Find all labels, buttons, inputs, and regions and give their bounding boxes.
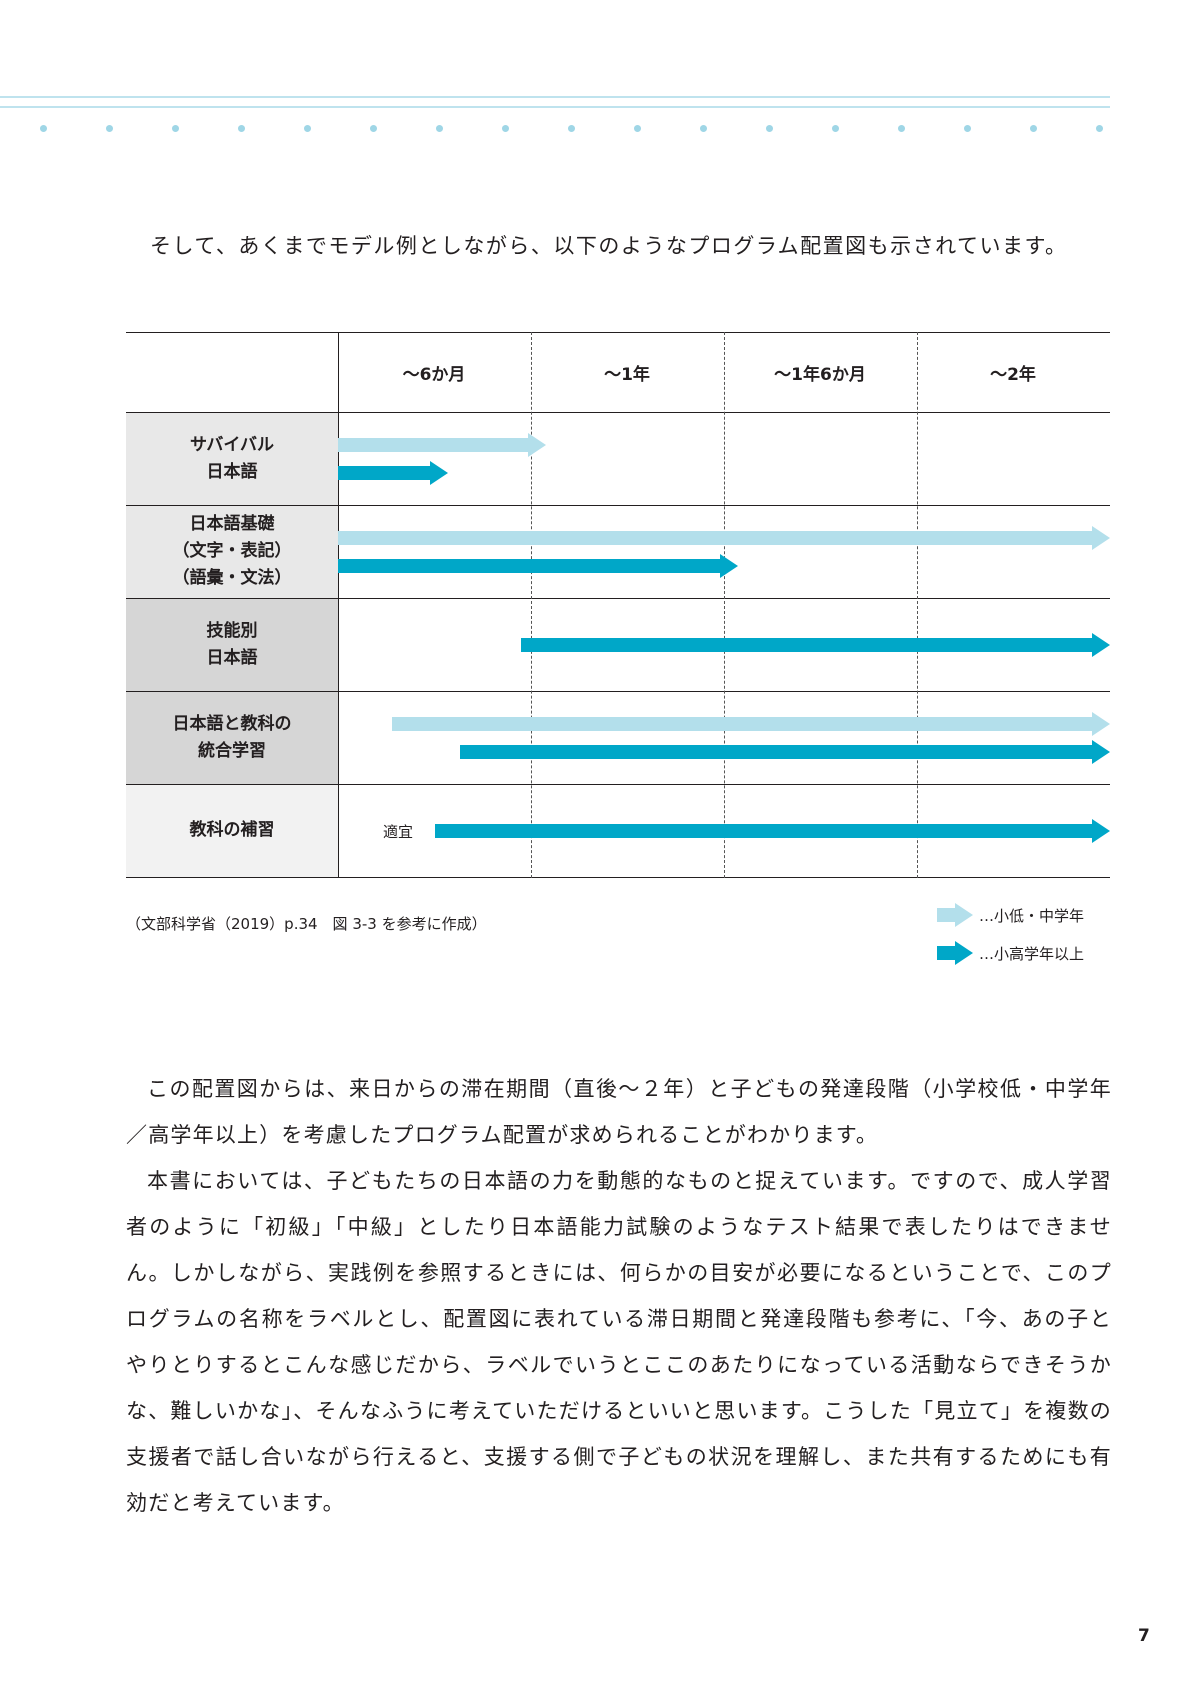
column-header: ～1年6か月	[774, 364, 866, 385]
header-dot	[898, 125, 905, 132]
column-header: ～6か月	[402, 364, 466, 385]
dark-arrow-icon	[459, 739, 1110, 764]
body-paragraph-1: この配置図からは、来日からの滞在期間（直後～２年）と子どもの発達段階（小学校低・…	[126, 1077, 1112, 1147]
header-dot	[304, 125, 311, 132]
header-dot	[832, 125, 839, 132]
row-label: 日本語と教科の 統合学習	[126, 691, 338, 784]
row-label: 教科の補習	[126, 784, 338, 877]
column-header: ～2年	[990, 364, 1036, 385]
header-dot	[1030, 125, 1037, 132]
header-dot-row	[0, 125, 1120, 135]
header-rule	[0, 96, 1110, 110]
dark-arrow-icon	[338, 553, 738, 578]
legend-item-dark: …小高学年以上	[937, 941, 1117, 965]
label-column-divider	[338, 332, 339, 878]
header-dot	[964, 125, 971, 132]
header-dot	[238, 125, 245, 132]
table-rule	[126, 598, 1110, 599]
intro-paragraph: そして、あくまでモデル例としながら、以下のようなプログラム配置図も示されています…	[150, 234, 1068, 258]
dark-arrow-icon	[338, 460, 448, 485]
light-arrow-icon	[392, 711, 1110, 736]
legend-item-light: …小低・中学年	[937, 903, 1117, 927]
period-divider	[531, 332, 532, 878]
dark-arrow-icon	[521, 632, 1110, 657]
period-divider	[917, 332, 918, 878]
period-divider	[724, 332, 725, 878]
table-rule	[126, 691, 1110, 692]
header-dot	[568, 125, 575, 132]
header-dot	[1096, 125, 1103, 132]
header-dot	[502, 125, 509, 132]
legend-dark-label: …小高学年以上	[979, 945, 1085, 963]
light-arrow-icon	[338, 525, 1110, 550]
source-caption: （文部科学省（2019）p.34 図 3-3 を参考に作成）	[126, 915, 487, 933]
table-rule	[126, 784, 1110, 785]
header-dot	[634, 125, 641, 132]
program-placement-table: サバイバル 日本語 日本語基礎 （文字・表記） （語彙・文法） 技能別 日本語 日本語…	[126, 332, 1110, 878]
legend-dark-arrow-icon	[937, 941, 973, 965]
row-note: 適宜	[383, 822, 414, 841]
column-header: ～1年	[604, 364, 650, 385]
page-number: 7	[1138, 1626, 1150, 1646]
table-rule	[126, 412, 1110, 413]
table-rule	[126, 505, 1110, 506]
row-label: 日本語基礎 （文字・表記） （語彙・文法）	[126, 505, 338, 598]
light-arrow-icon	[338, 432, 547, 457]
table-rule	[126, 877, 1110, 878]
header-dot	[700, 125, 707, 132]
header-dot	[172, 125, 179, 132]
header-dot	[436, 125, 443, 132]
dark-arrow-icon	[434, 818, 1110, 843]
header-dot	[106, 125, 113, 132]
row-label: サバイバル 日本語	[126, 412, 338, 505]
legend: …小低・中学年 …小高学年以上	[937, 903, 1117, 983]
body-text: この配置図からは、来日からの滞在期間（直後～２年）と子どもの発達段階（小学校低・…	[126, 1066, 1112, 1526]
header-dot	[370, 125, 377, 132]
legend-light-label: …小低・中学年	[979, 907, 1085, 925]
row-label: 技能別 日本語	[126, 598, 338, 691]
header-dot	[766, 125, 773, 132]
legend-light-arrow-icon	[937, 903, 973, 927]
table-rule	[126, 332, 1110, 333]
header-dot	[40, 125, 47, 132]
body-paragraph-2: 本書においては、子どもたちの日本語の力を動態的なものと捉えています。ですので、成…	[126, 1169, 1112, 1515]
